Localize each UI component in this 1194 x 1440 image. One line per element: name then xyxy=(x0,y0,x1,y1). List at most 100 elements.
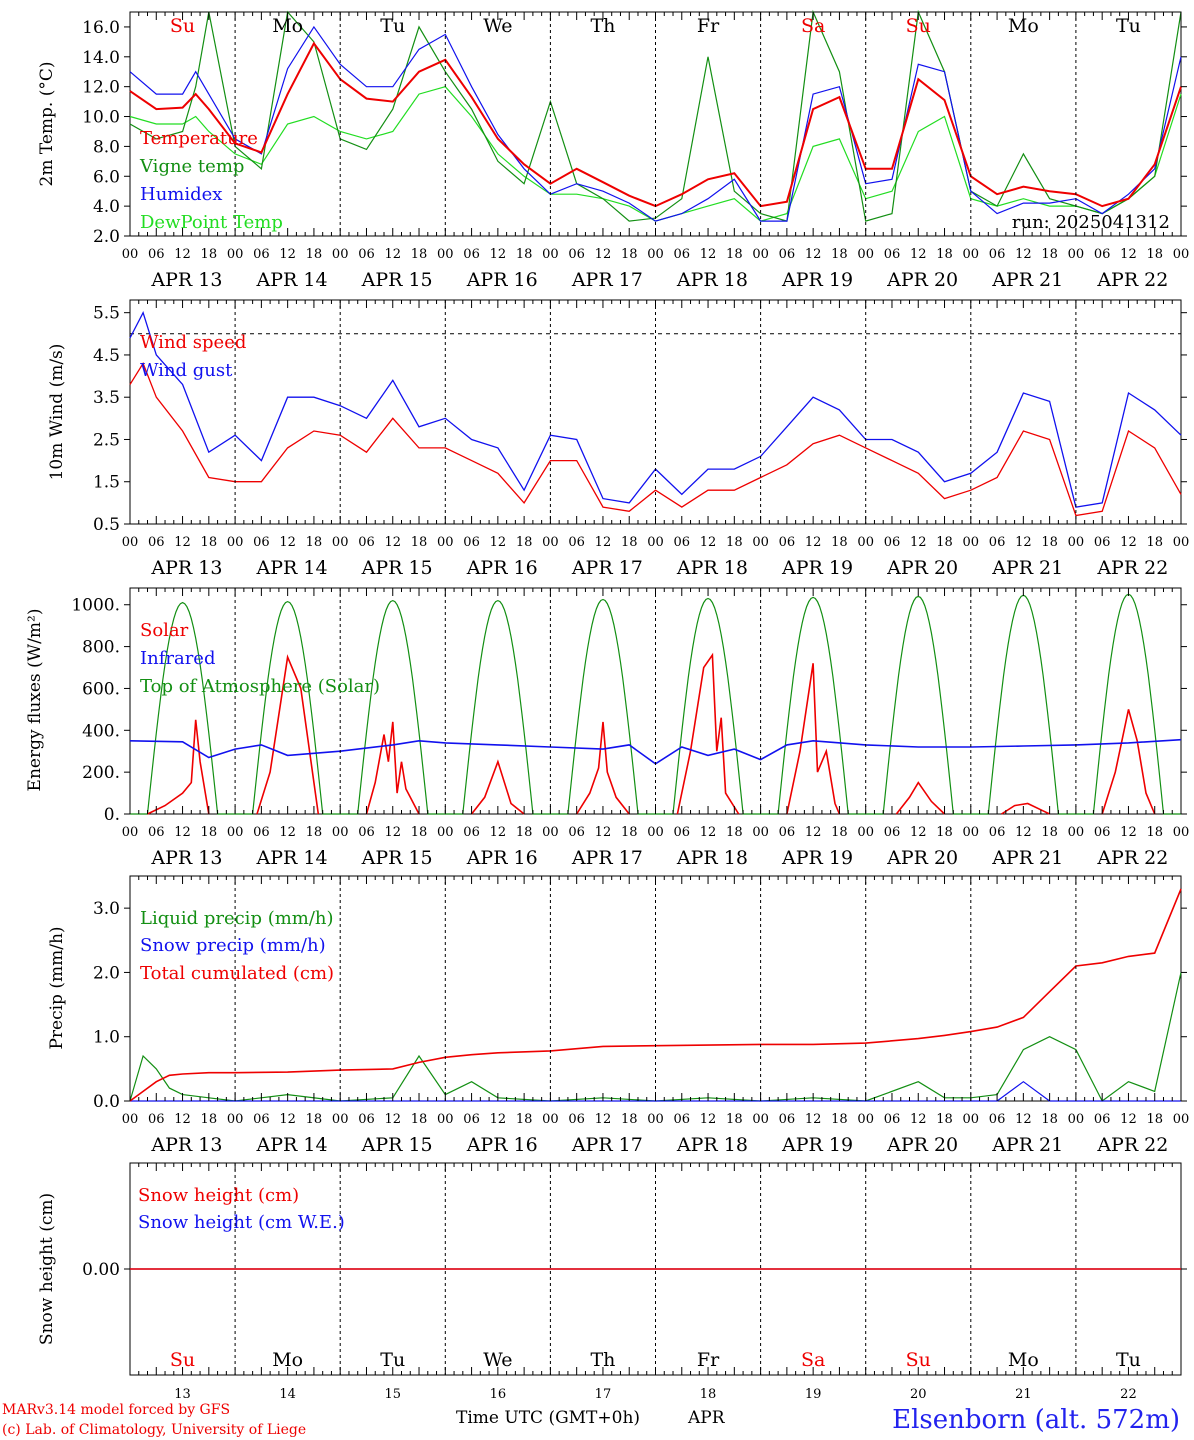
date-label: APR 19 xyxy=(781,847,853,869)
time-axis-label: Time UTC (GMT+0h) xyxy=(456,1408,640,1428)
date-label: APR 16 xyxy=(466,1134,538,1156)
precip-ylabel: Precip (mm/h) xyxy=(47,926,67,1049)
infrared-line xyxy=(129,738,1182,765)
station-name: Elsenborn (alt. 572m) xyxy=(892,1405,1180,1435)
hour-tick-label: 00 xyxy=(963,825,980,840)
date-label: APR 19 xyxy=(781,1134,853,1156)
hour-tick-label: 06 xyxy=(884,825,901,840)
hour-tick-label: 18 xyxy=(306,825,323,840)
weekday-label: Mo xyxy=(1008,15,1039,37)
hour-tick-label: 00 xyxy=(752,1112,769,1127)
hour-tick-label: 18 xyxy=(726,535,743,550)
hour-tick-label: 00 xyxy=(542,1112,559,1127)
day-number: 13 xyxy=(174,1387,191,1402)
y-tick-label: 2.0 xyxy=(93,963,120,983)
legend-wind-speed: Wind speed xyxy=(140,332,246,353)
y-tick-label: 800. xyxy=(82,638,120,658)
legend-wind-gust: Wind gust xyxy=(140,360,233,381)
hour-tick-label: 12 xyxy=(174,535,191,550)
hour-tick-label: 06 xyxy=(989,825,1006,840)
hour-tick-label: 12 xyxy=(700,535,717,550)
date-label: APR 20 xyxy=(886,1134,958,1156)
hour-tick-label: 18 xyxy=(726,1112,743,1127)
date-label: APR 17 xyxy=(571,269,643,291)
y-tick-label: 16.0 xyxy=(82,18,120,38)
hour-tick-label: 06 xyxy=(674,535,691,550)
date-label: APR 18 xyxy=(676,1134,748,1156)
hour-tick-label: 00 xyxy=(437,1112,454,1127)
hour-tick-label: 06 xyxy=(884,1112,901,1127)
solar-curve xyxy=(256,654,320,815)
toa-solar-curve xyxy=(865,595,971,815)
y-tick-label: 1.5 xyxy=(93,473,120,493)
hour-tick-label: 00 xyxy=(227,535,244,550)
hour-tick-label: 00 xyxy=(647,825,664,840)
hour-tick-label: 12 xyxy=(174,1112,191,1127)
hour-tick-label: 06 xyxy=(463,825,480,840)
hour-tick-label: 00 xyxy=(1173,247,1190,262)
y-tick-label: 0.5 xyxy=(93,515,120,535)
series-line-humidex xyxy=(129,25,1182,222)
hour-tick-label: 18 xyxy=(621,1112,638,1127)
hour-tick-label: 18 xyxy=(831,535,848,550)
hour-tick-label: 06 xyxy=(674,825,691,840)
hour-tick-label: 12 xyxy=(595,535,612,550)
hour-tick-label: 06 xyxy=(463,1112,480,1127)
hour-tick-label: 12 xyxy=(1015,247,1032,262)
date-label: APR 20 xyxy=(886,847,958,869)
weekday-label: Mo xyxy=(272,1349,303,1371)
wind-axes: 0.5 1.5 2.5 3.5 4.5 5.5 00 06 12 18 APR 13 00 06 12 18… xyxy=(93,300,1189,579)
weekday-label: Su xyxy=(170,15,195,37)
hour-tick-label: 06 xyxy=(358,535,375,550)
hour-tick-label: 12 xyxy=(595,1112,612,1127)
date-label: APR 15 xyxy=(361,1134,433,1156)
y-tick-label: 3.0 xyxy=(93,899,120,919)
weekday-labels-bottom: Su Mo Tu We Th Fr Sa Su Mo Tu xyxy=(170,1349,1141,1371)
hour-tick-label: 12 xyxy=(490,247,507,262)
date-label: APR 22 xyxy=(1096,269,1168,291)
hour-tick-label: 12 xyxy=(1120,535,1137,550)
hour-tick-label: 00 xyxy=(963,247,980,262)
weekday-label: Tu xyxy=(380,15,405,37)
hour-tick-label: 18 xyxy=(831,1112,848,1127)
y-tick-label: 0.00 xyxy=(82,1260,120,1280)
hour-tick-label: 06 xyxy=(568,1112,585,1127)
hour-tick-label: 06 xyxy=(1094,825,1111,840)
hour-tick-label: 18 xyxy=(1041,535,1058,550)
hour-tick-label: 12 xyxy=(595,247,612,262)
hour-tick-label: 06 xyxy=(779,1112,796,1127)
hour-tick-label: 00 xyxy=(752,535,769,550)
hour-tick-label: 12 xyxy=(910,247,927,262)
temp-lines xyxy=(129,9,1182,222)
hour-tick-label: 12 xyxy=(910,535,927,550)
legend-toa-solar: Top of Atmosphere (Solar) xyxy=(140,676,380,697)
hour-tick-label: 18 xyxy=(411,247,428,262)
hour-tick-label: 12 xyxy=(805,825,822,840)
hour-tick-label: 18 xyxy=(1146,535,1163,550)
weekday-labels-top: Su Mo Tu We Th Fr Sa Su Mo Tu xyxy=(170,15,1141,37)
date-label: APR 18 xyxy=(676,847,748,869)
hour-tick-label: 06 xyxy=(884,247,901,262)
hour-tick-label: 00 xyxy=(1173,1112,1190,1127)
date-label: APR 20 xyxy=(886,269,958,291)
day-number: 15 xyxy=(384,1387,401,1402)
hour-tick-label: 00 xyxy=(1173,825,1190,840)
y-tick-label: 8.0 xyxy=(93,137,120,157)
legend-dewpoint: DewPoint Temp xyxy=(140,212,283,233)
date-label: APR 16 xyxy=(466,269,538,291)
hour-tick-label: 00 xyxy=(647,535,664,550)
hour-tick-label: 12 xyxy=(700,1112,717,1127)
hour-tick-label: 18 xyxy=(1146,825,1163,840)
snow-axes: 0.00 xyxy=(82,1163,1187,1375)
weekday-label: Mo xyxy=(272,15,303,37)
y-tick-label: 4.0 xyxy=(93,197,120,217)
day-numbers: 13 14 15 16 17 18 19 20 21 22 xyxy=(174,1387,1136,1402)
credit-line: (c) Lab. of Climatology, University of L… xyxy=(2,1422,306,1438)
temp-ylabel: 2m Temp. (°C) xyxy=(37,61,57,186)
legend-temperature: Temperature xyxy=(140,128,258,149)
solar-curve xyxy=(676,652,740,815)
hour-tick-label: 06 xyxy=(989,1112,1006,1127)
date-label: APR 19 xyxy=(781,557,853,579)
hour-tick-label: 06 xyxy=(568,247,585,262)
